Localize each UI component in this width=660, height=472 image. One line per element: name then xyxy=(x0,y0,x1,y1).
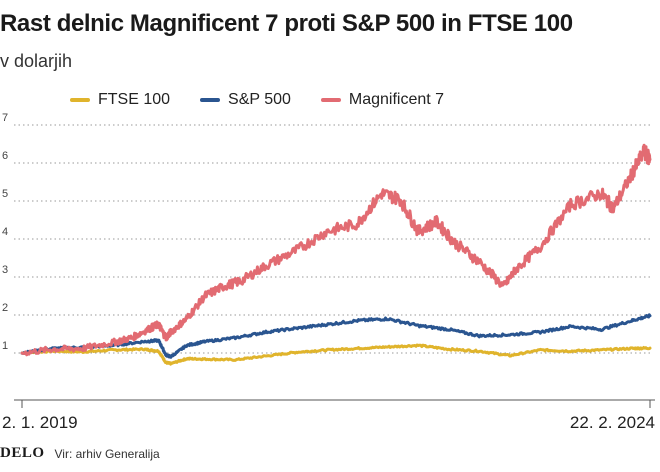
legend-item-ftse: FTSE 100 xyxy=(70,91,170,109)
delo-logo: DELO xyxy=(0,445,45,461)
footer: DELO Vir: arhiv Generalija xyxy=(0,445,160,462)
y-tick-label-4: 4 xyxy=(2,226,8,238)
y-tick-label-2: 2 xyxy=(2,302,8,314)
legend-item-mag7: Magnificent 7 xyxy=(320,91,445,109)
legend-label-sp500: S&P 500 xyxy=(228,91,291,108)
series-line-mag7 xyxy=(20,143,652,357)
y-tick-label-3: 3 xyxy=(2,264,8,276)
series-line-ftse xyxy=(20,343,652,366)
legend-swatch-ftse xyxy=(70,98,90,102)
legend-swatch-mag7 xyxy=(320,98,341,102)
y-tick-label-5: 5 xyxy=(2,188,8,200)
series-line-sp500 xyxy=(20,313,652,359)
chart-title: Rast delnic Magnificent 7 proti S&P 500 … xyxy=(0,10,573,37)
x-tick-label-1: 22. 2. 2024 xyxy=(570,413,655,432)
chart-subtitle: v dolarjih xyxy=(0,51,73,71)
y-tick-label-7: 7 xyxy=(2,112,8,124)
y-tick-label-1: 1 xyxy=(2,340,8,352)
legend-label-mag7: Magnificent 7 xyxy=(348,91,445,108)
y-tick-label-6: 6 xyxy=(2,150,8,162)
legend-label-ftse: FTSE 100 xyxy=(98,91,171,108)
legend-swatch-sp500 xyxy=(200,98,221,102)
source-note: Vir: arhiv Generalija xyxy=(54,446,160,461)
x-tick-label-0: 2. 1. 2019 xyxy=(2,413,78,432)
legend-item-sp500: S&P 500 xyxy=(200,91,291,109)
chart-legend: FTSE 100 S&P 500 Magnificent 7 xyxy=(70,91,474,109)
